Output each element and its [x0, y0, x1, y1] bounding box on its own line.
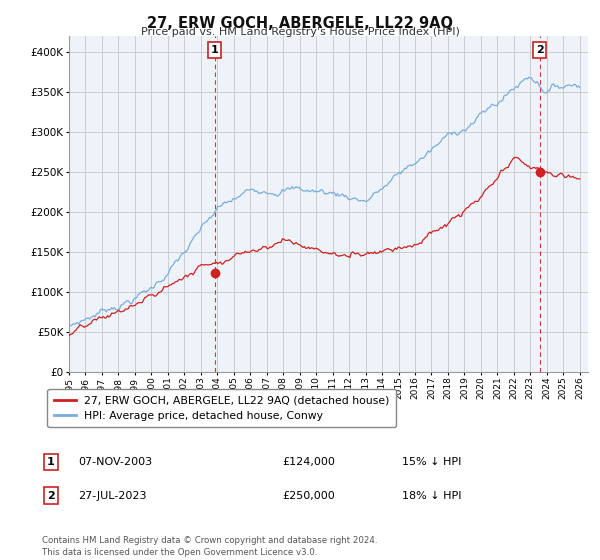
- Text: 07-NOV-2003: 07-NOV-2003: [78, 457, 152, 467]
- Text: Contains HM Land Registry data © Crown copyright and database right 2024.
This d: Contains HM Land Registry data © Crown c…: [42, 536, 377, 557]
- Text: Price paid vs. HM Land Registry's House Price Index (HPI): Price paid vs. HM Land Registry's House …: [140, 27, 460, 37]
- Text: 2: 2: [47, 491, 55, 501]
- Text: £250,000: £250,000: [282, 491, 335, 501]
- Text: 1: 1: [211, 45, 218, 55]
- Text: 1: 1: [47, 457, 55, 467]
- Legend: 27, ERW GOCH, ABERGELE, LL22 9AQ (detached house), HPI: Average price, detached : 27, ERW GOCH, ABERGELE, LL22 9AQ (detach…: [47, 389, 396, 427]
- Text: £124,000: £124,000: [282, 457, 335, 467]
- Text: 27-JUL-2023: 27-JUL-2023: [78, 491, 146, 501]
- Text: 15% ↓ HPI: 15% ↓ HPI: [402, 457, 461, 467]
- Text: 2: 2: [536, 45, 544, 55]
- Text: 27, ERW GOCH, ABERGELE, LL22 9AQ: 27, ERW GOCH, ABERGELE, LL22 9AQ: [147, 16, 453, 31]
- Text: 18% ↓ HPI: 18% ↓ HPI: [402, 491, 461, 501]
